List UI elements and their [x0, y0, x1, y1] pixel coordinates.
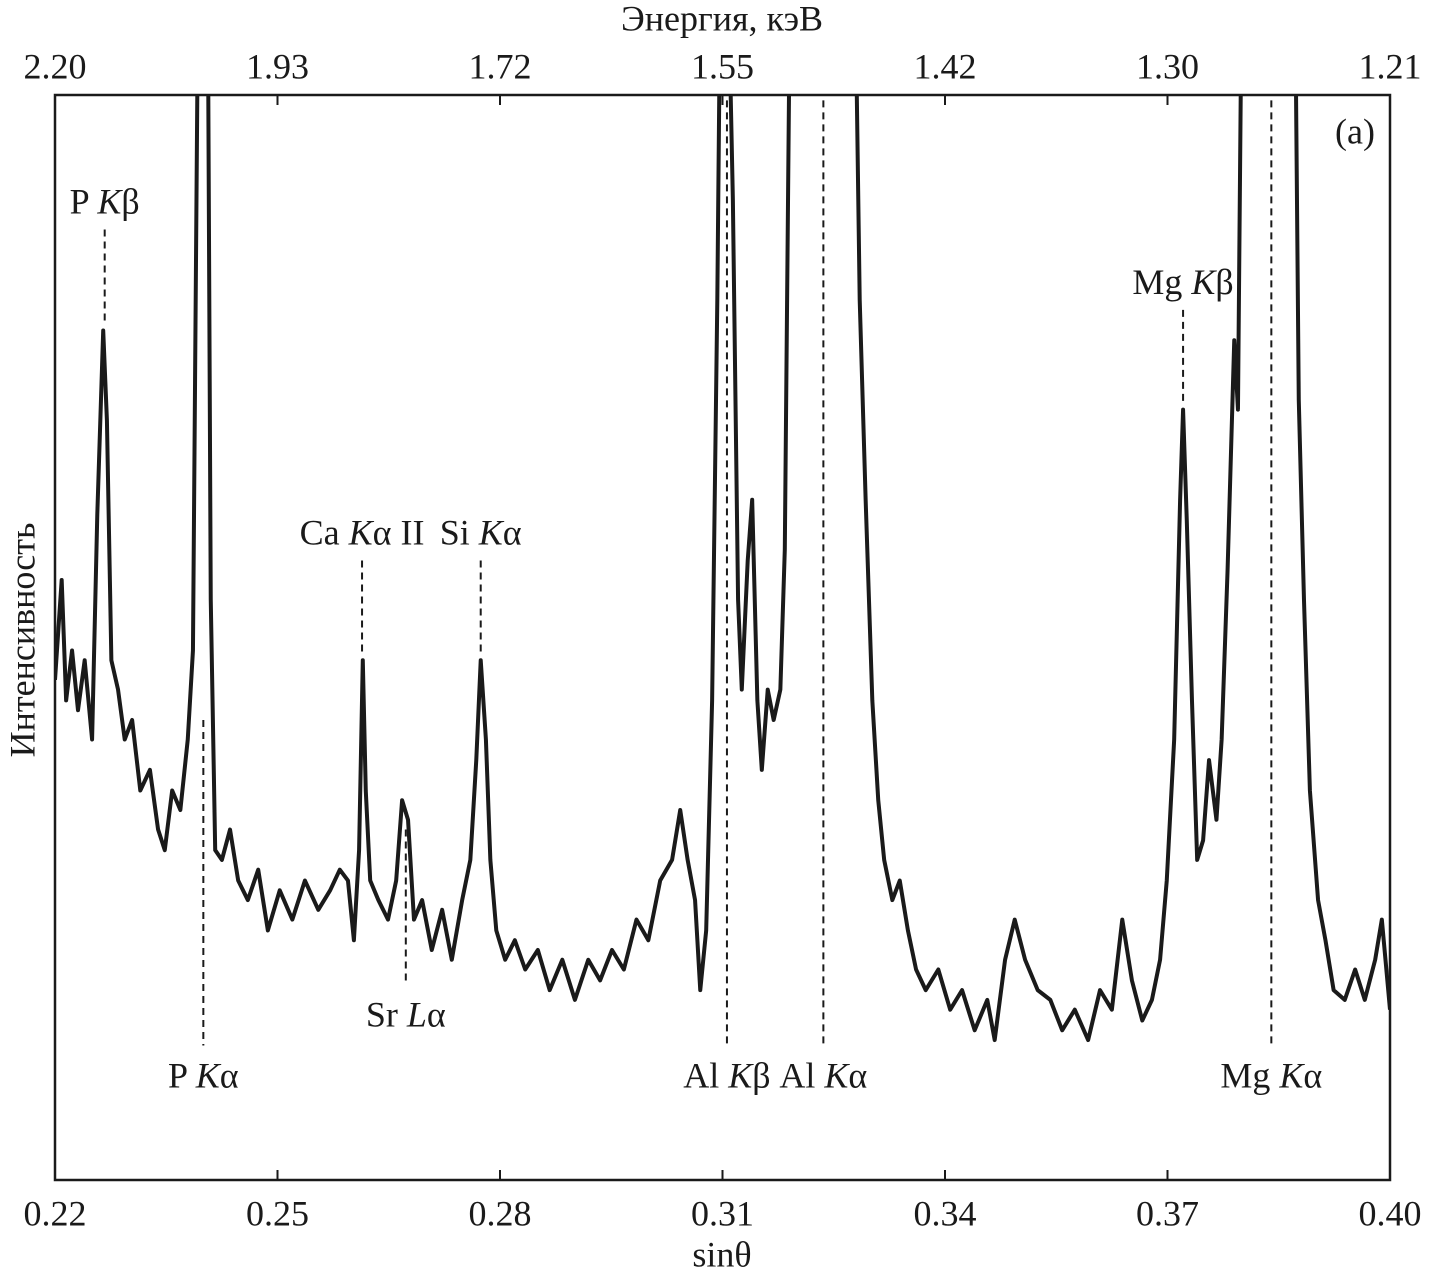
x-tick-label: 0.34 [914, 1193, 977, 1233]
annotation-label: Al Kα [779, 1056, 867, 1096]
annotation-label: Mg Kβ [1132, 262, 1233, 302]
spectrum-line [55, 95, 1390, 1043]
annotation-label: Sr Lα [366, 995, 446, 1035]
x-tick-label: 0.28 [469, 1193, 532, 1233]
panel-label: (a) [1335, 111, 1375, 151]
plot-area [55, 95, 1390, 1043]
x2-tick-label: 1.21 [1359, 46, 1422, 86]
x-tick-label: 0.37 [1136, 1193, 1199, 1233]
y-axis-title: Интенсивность [2, 523, 42, 758]
annotation-label: Mg Kα [1220, 1056, 1322, 1096]
x-axis-title: sinθ [692, 1234, 751, 1274]
x-tick-label: 0.31 [691, 1193, 754, 1233]
x2-tick-label: 1.72 [469, 46, 532, 86]
x2-tick-label: 1.30 [1136, 46, 1199, 86]
annotation-label: P Kβ [70, 182, 140, 222]
x2-tick-label: 2.20 [24, 46, 87, 86]
x-tick-label: 0.40 [1359, 1193, 1422, 1233]
annotation-label: Al Kβ [683, 1056, 770, 1096]
x2-tick-label: 1.93 [246, 46, 309, 86]
x2-tick-label: 1.55 [691, 46, 754, 86]
x-tick-label: 0.22 [24, 1193, 87, 1233]
x2-axis-title: Энергия, кэВ [621, 0, 823, 38]
x2-tick-label: 1.42 [914, 46, 977, 86]
annotation-label: P Kα [168, 1056, 239, 1096]
annotation-label: Ca Kα II [300, 513, 425, 553]
annotation-label: Si Kα [440, 513, 522, 553]
x-tick-label: 0.25 [246, 1193, 309, 1233]
